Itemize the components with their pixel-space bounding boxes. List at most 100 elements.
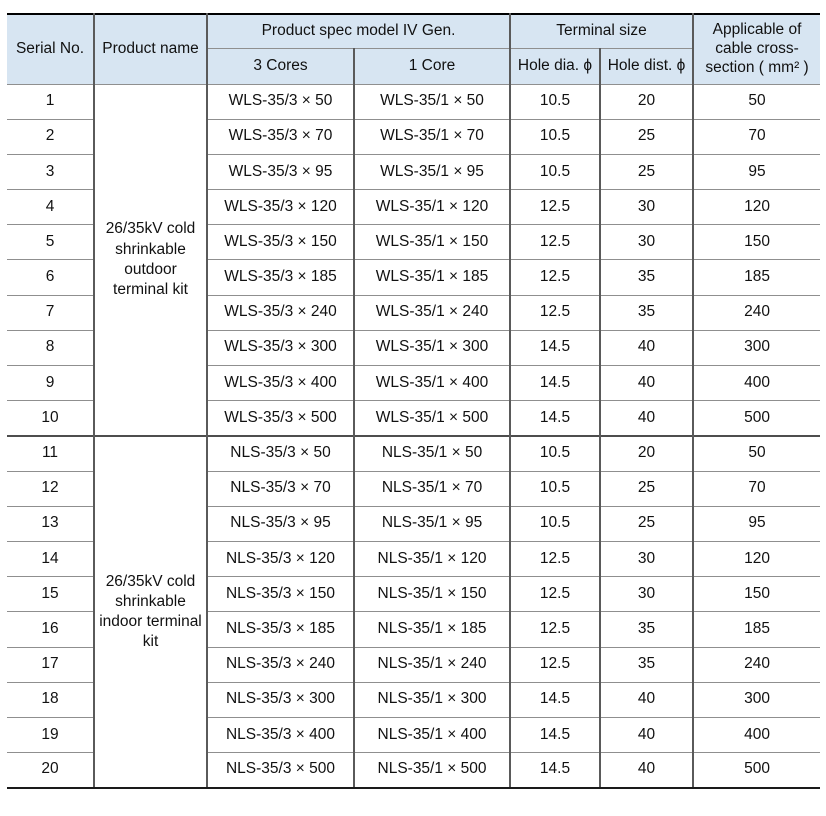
hole-dia-cell: 14.5 (509, 329, 602, 367)
cross-section-cell: 500 (692, 752, 821, 789)
serial-cell: 12 (7, 470, 95, 507)
model-3cores-cell: NLS-35/3 × 240 (206, 646, 355, 683)
header-1-core: 1 Core (352, 47, 512, 85)
hole-dia-cell: 12.5 (509, 611, 602, 648)
hole-dia-cell: 10.5 (509, 505, 602, 542)
model-1core-cell: WLS-35/1 × 300 (352, 329, 512, 367)
cross-section-cell: 185 (692, 259, 821, 296)
cross-section-cell: 300 (692, 681, 821, 718)
hole-dist-cell: 30 (599, 224, 695, 261)
model-1core-cell: NLS-35/1 × 240 (352, 646, 512, 683)
hole-dist-cell: 25 (599, 153, 695, 191)
serial-cell: 17 (7, 646, 95, 683)
hole-dist-cell: 25 (599, 505, 695, 542)
model-3cores-cell: NLS-35/3 × 95 (206, 505, 355, 542)
hole-dia-cell: 12.5 (509, 189, 602, 226)
cross-section-cell: 120 (692, 540, 821, 578)
header-terminal-size: Terminal size (509, 13, 695, 49)
model-1core-cell: WLS-35/1 × 185 (352, 259, 512, 296)
hole-dist-cell: 25 (599, 118, 695, 155)
cross-section-cell: 185 (692, 611, 821, 648)
model-3cores-cell: NLS-35/3 × 150 (206, 576, 355, 613)
header-hole-dist: Hole dist. ϕ (599, 47, 695, 85)
header-hole-dia: Hole dia. ϕ (509, 47, 602, 85)
product-name-cell: 26/35kV cold shrinkable outdoor terminal… (93, 83, 208, 437)
model-1core-cell: WLS-35/1 × 150 (352, 224, 512, 261)
serial-cell: 11 (7, 434, 95, 472)
hole-dist-cell: 40 (599, 329, 695, 367)
table-row: 13 NLS-35/3 × 95 NLS-35/1 × 95 10.5 25 95 (7, 505, 821, 542)
model-3cores-cell: WLS-35/3 × 95 (206, 153, 355, 191)
hole-dist-cell: 25 (599, 470, 695, 507)
model-3cores-cell: NLS-35/3 × 400 (206, 716, 355, 754)
hole-dia-cell: 12.5 (509, 646, 602, 683)
header-row-1: Serial No. Product name Product spec mod… (7, 13, 821, 85)
table-row: 1 26/35kV cold shrinkable outdoor termina… (7, 83, 821, 437)
cross-section-cell: 300 (692, 329, 821, 367)
cross-section-cell: 50 (692, 434, 821, 472)
cross-section-cell: 240 (692, 646, 821, 683)
hole-dist-cell: 40 (599, 400, 695, 437)
product-name-cell: 26/35kV cold shrinkable indoor terminal … (93, 434, 208, 789)
model-3cores-cell: NLS-35/3 × 500 (206, 752, 355, 789)
serial-cell: 10 (7, 400, 95, 437)
serial-cell: 14 (7, 540, 95, 578)
table-body: 1 26/35kV cold shrinkable outdoor termina… (7, 83, 821, 789)
model-3cores-cell: WLS-35/3 × 400 (206, 364, 355, 402)
model-3cores-cell: NLS-35/3 × 50 (206, 434, 355, 472)
serial-cell: 4 (7, 189, 95, 226)
cross-section-cell: 400 (692, 716, 821, 754)
model-3cores-cell: NLS-35/3 × 300 (206, 681, 355, 718)
model-1core-cell: WLS-35/1 × 95 (352, 153, 512, 191)
model-1core-cell: WLS-35/1 × 500 (352, 400, 512, 437)
model-1core-cell: NLS-35/1 × 500 (352, 752, 512, 789)
serial-cell: 9 (7, 364, 95, 402)
model-3cores-cell: NLS-35/3 × 120 (206, 540, 355, 578)
model-1core-cell: NLS-35/1 × 185 (352, 611, 512, 648)
hole-dist-cell: 35 (599, 611, 695, 648)
serial-cell: 3 (7, 153, 95, 191)
serial-cell: 2 (7, 118, 95, 155)
hole-dia-cell: 14.5 (509, 681, 602, 718)
cross-section-cell: 150 (692, 224, 821, 261)
header-3-cores: 3 Cores (206, 47, 355, 85)
table-row: 12 NLS-35/3 × 70 NLS-35/1 × 70 10.5 25 70 (7, 470, 821, 507)
table-header: Serial No. Product name Product spec mod… (7, 13, 821, 85)
cross-section-cell: 70 (692, 470, 821, 507)
hole-dia-cell: 12.5 (509, 294, 602, 331)
hole-dia-cell: 12.5 (509, 224, 602, 261)
cross-section-cell: 50 (692, 83, 821, 120)
hole-dist-cell: 30 (599, 189, 695, 226)
hole-dia-cell: 12.5 (509, 576, 602, 613)
hole-dist-cell: 35 (599, 646, 695, 683)
table-row: 11 26/35kV cold shrinkable indoor termina… (7, 434, 821, 789)
cross-section-cell: 70 (692, 118, 821, 155)
serial-cell: 8 (7, 329, 95, 367)
serial-cell: 5 (7, 224, 95, 261)
serial-cell: 13 (7, 505, 95, 542)
serial-cell: 15 (7, 576, 95, 613)
hole-dia-cell: 10.5 (509, 118, 602, 155)
hole-dist-cell: 35 (599, 259, 695, 296)
hole-dia-cell: 14.5 (509, 716, 602, 754)
serial-cell: 18 (7, 681, 95, 718)
hole-dia-cell: 10.5 (509, 434, 602, 472)
hole-dia-cell: 14.5 (509, 364, 602, 402)
cross-section-cell: 240 (692, 294, 821, 331)
serial-cell: 7 (7, 294, 95, 331)
model-1core-cell: WLS-35/1 × 240 (352, 294, 512, 331)
model-1core-cell: WLS-35/1 × 120 (352, 189, 512, 226)
model-3cores-cell: WLS-35/3 × 500 (206, 400, 355, 437)
hole-dist-cell: 30 (599, 576, 695, 613)
hole-dia-cell: 10.5 (509, 83, 602, 120)
header-product-spec: Product spec model IV Gen. (205, 13, 512, 49)
cross-section-cell: 400 (692, 364, 821, 402)
header-row-2: 3 Cores 1 Core Hole dia. ϕ Hole dist. ϕ (7, 47, 820, 85)
model-3cores-cell: WLS-35/3 × 70 (206, 118, 355, 155)
model-3cores-cell: NLS-35/3 × 70 (206, 470, 355, 507)
model-3cores-cell: WLS-35/3 × 50 (206, 83, 355, 120)
cross-section-cell: 95 (692, 505, 821, 542)
model-1core-cell: NLS-35/1 × 50 (352, 434, 512, 472)
cross-section-cell: 120 (692, 189, 821, 226)
header-applicable-cross-section: Applicable of cable cross-section ( mm² … (692, 13, 821, 85)
